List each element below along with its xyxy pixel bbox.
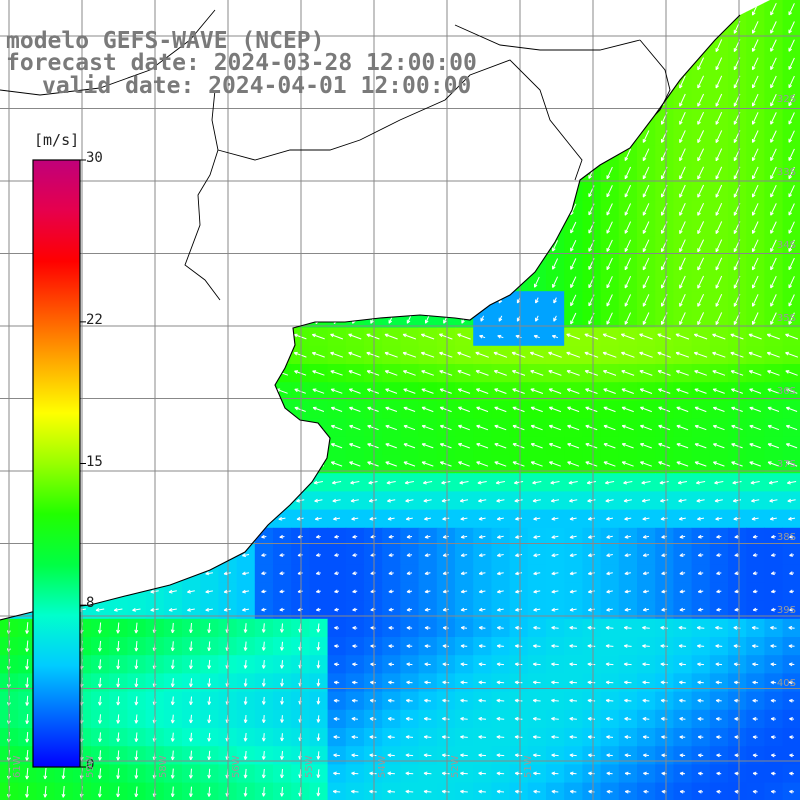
colorbar-tick-label: 8 <box>86 595 95 612</box>
latitude-label: 33S <box>776 167 796 178</box>
longitude-label: 61W <box>12 755 23 778</box>
longitude-label: 51W <box>523 755 534 778</box>
latitude-label: 40S <box>776 678 796 689</box>
longitude-label: 52W <box>450 755 461 778</box>
latitude-label: 38S <box>776 532 796 543</box>
colorbar-tick-label: 15 <box>86 453 103 470</box>
colorbar <box>32 159 81 768</box>
latitude-label: 37S <box>776 459 796 470</box>
longitude-label: 56W <box>231 755 242 778</box>
longitude-label: 58W <box>158 755 169 778</box>
latitude-label: 34S <box>776 240 796 251</box>
latitude-label: 36S <box>776 386 796 397</box>
colorbar-tick-label: 30 <box>86 150 103 166</box>
valid-date: valid date: 2024-04-01 12:00:00 <box>42 73 472 99</box>
longitude-label: 54W <box>377 755 388 778</box>
longitude-label: 59W <box>85 755 96 778</box>
longitude-label: 55W <box>304 755 315 778</box>
latitude-label: 32S <box>776 94 796 105</box>
latitude-label: 35S <box>776 313 796 324</box>
colorbar-units: [m/s] <box>34 131 80 149</box>
colorbar-tick-label: 22 <box>86 311 103 328</box>
colorbar-gradient <box>32 159 81 768</box>
latitude-label: 39S <box>776 605 796 616</box>
